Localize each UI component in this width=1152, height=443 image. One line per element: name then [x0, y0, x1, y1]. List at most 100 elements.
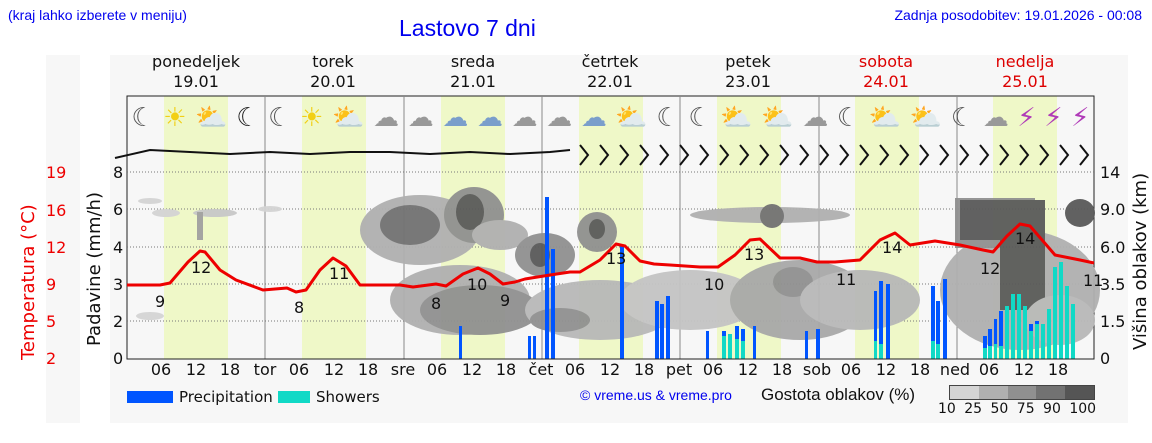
cloud-rain-icon: ☁	[802, 103, 829, 133]
showers-legend-label: Showers	[316, 388, 380, 406]
cloud-density-ticks: 10 25 50 75 90 100	[938, 401, 1097, 417]
cloud-rain-icon: ☁	[580, 103, 607, 133]
svg-text:12: 12	[191, 258, 211, 277]
x-tick: 18	[909, 360, 931, 379]
cloud-tick: 6.0	[1100, 238, 1126, 257]
precip-tick: 4	[113, 238, 124, 257]
precip-tick: 8	[113, 163, 124, 182]
cloud-tick: 1.5	[1100, 312, 1126, 331]
day-header-0: ponedeljek 19.01	[152, 52, 240, 91]
moon-cloud-rain-icon: ☾	[950, 103, 975, 133]
svg-text:12: 12	[980, 259, 1000, 278]
sun-cloud-rain-icon: ⛅	[720, 103, 753, 133]
x-tick: pet	[665, 360, 693, 379]
x-tick: 18	[1047, 360, 1069, 379]
x-tick: 12	[875, 360, 897, 379]
temp-tick: 16	[46, 201, 67, 220]
precip-tick: 2	[113, 312, 124, 331]
temp-tick: 5	[46, 312, 57, 331]
x-tick: 12	[185, 360, 207, 379]
svg-text:14: 14	[882, 238, 902, 257]
svg-text:11: 11	[329, 264, 349, 283]
cloud-rain-icon: ☁	[476, 103, 503, 133]
sun-cloud-icon: ⛅	[909, 103, 943, 133]
legend-precipitation: Precipitation	[127, 388, 273, 406]
x-tick: sob	[802, 360, 832, 379]
temp-tick: 9	[46, 275, 57, 294]
last-update: Zadnja posodobitev: 19.01.2026 - 00:08	[894, 7, 1142, 23]
weather-icons-row: ☾ ☀ ⛅ ☾ ☾ ☀ ⛅ ☁ ☁ ☁ ☁ ☁ ☁ ☁ ⛅ ☾ ☾ ⛅ ⛅ ☁ …	[127, 97, 1094, 139]
moon-cloud-rain-icon: ☾	[688, 103, 712, 133]
cloud-height-axis-title: Višina oblakov (km)	[1130, 172, 1151, 350]
cloud-density-scale	[949, 385, 1095, 400]
cloud-rain-icon: ☁	[511, 103, 538, 133]
x-tick: sre	[390, 360, 416, 379]
cloud-icon: ☁	[407, 103, 434, 133]
sun-icon: ☀	[300, 103, 324, 133]
cloud-tick: 3.5	[1100, 275, 1126, 294]
temp-tick: 2	[46, 349, 57, 368]
x-tick: 06	[288, 360, 310, 379]
temperature-axis-title: Temperatura (°C)	[18, 204, 39, 360]
svg-text:8: 8	[431, 294, 441, 313]
sun-cloud-rain-icon: ⛅	[615, 103, 648, 133]
moon-cloud-rain-icon: ☾	[656, 103, 680, 133]
temperature-labels: 9 12 8 11 8 10 9 13 10 13 11 14 12 14 11	[155, 229, 1103, 317]
temperature-line	[127, 222, 1095, 294]
x-tick: 06	[426, 360, 448, 379]
x-tick: tor	[253, 360, 277, 379]
x-tick: 12	[599, 360, 621, 379]
moon-cloud-icon: ☾	[836, 103, 861, 133]
shower-bars	[722, 262, 1075, 359]
x-tick: 18	[633, 360, 655, 379]
x-tick: 06	[978, 360, 1000, 379]
precipitation-axis-title: Padavine (mm/h)	[84, 192, 105, 346]
x-tick: 06	[150, 360, 172, 379]
x-tick: 18	[771, 360, 793, 379]
page-title: Lastovo 7 dni	[399, 15, 536, 41]
temp-tick: 19	[46, 163, 67, 182]
svg-text:9: 9	[155, 292, 165, 311]
precipitation-swatch	[127, 391, 173, 403]
cloud-tick: 14	[1100, 163, 1121, 182]
cloud-tick: 0	[1100, 349, 1111, 368]
cloud-density-label: Gostota oblakov (%)	[761, 385, 916, 404]
x-tick: 06	[702, 360, 724, 379]
legend-showers: Showers	[278, 388, 380, 406]
x-tick: čet	[528, 360, 554, 379]
location-hint: (kraj lahko izberete v meniju)	[8, 7, 187, 23]
day-header-2: sreda 21.01	[450, 52, 496, 91]
svg-text:11: 11	[1083, 271, 1103, 290]
moon-cloud-icon: ☾	[268, 103, 292, 133]
x-tick: 06	[840, 360, 862, 379]
x-tick: 18	[219, 360, 241, 379]
x-tick: 18	[495, 360, 517, 379]
sun-cloud-icon: ⛅	[195, 103, 228, 133]
sun-thunder-icon: ⚡	[1017, 103, 1036, 133]
svg-text:13: 13	[606, 249, 626, 268]
showers-swatch	[278, 391, 310, 403]
sun-cloud-icon: ⛅	[332, 103, 365, 133]
sun-cloud-rain-icon: ⛅	[761, 103, 794, 133]
svg-text:10: 10	[704, 275, 724, 294]
x-tick: ned	[939, 360, 971, 379]
x-tick: 12	[1013, 360, 1035, 379]
moon-thunder-icon: ⚡	[1071, 103, 1090, 133]
svg-text:14: 14	[1015, 229, 1035, 248]
svg-text:8: 8	[294, 298, 304, 317]
x-tick: 12	[323, 360, 345, 379]
sun-thunder-icon: ⚡	[1044, 103, 1063, 133]
temp-tick: 12	[46, 238, 67, 257]
day-header-4: petek 23.01	[725, 52, 771, 91]
cloud-rain-icon: ☁	[546, 103, 573, 133]
x-tick: 12	[461, 360, 483, 379]
day-header-5: sobota 24.01	[858, 52, 914, 91]
sun-cloud-rain-icon: ⛅	[868, 103, 902, 133]
x-tick: 18	[357, 360, 379, 379]
left-axis-panel	[46, 55, 80, 423]
svg-text:10: 10	[467, 275, 487, 294]
svg-text:13: 13	[744, 245, 764, 264]
copyright-link[interactable]: © vreme.us & vreme.pro	[580, 387, 732, 403]
cloud-icon: ☁	[373, 103, 399, 133]
